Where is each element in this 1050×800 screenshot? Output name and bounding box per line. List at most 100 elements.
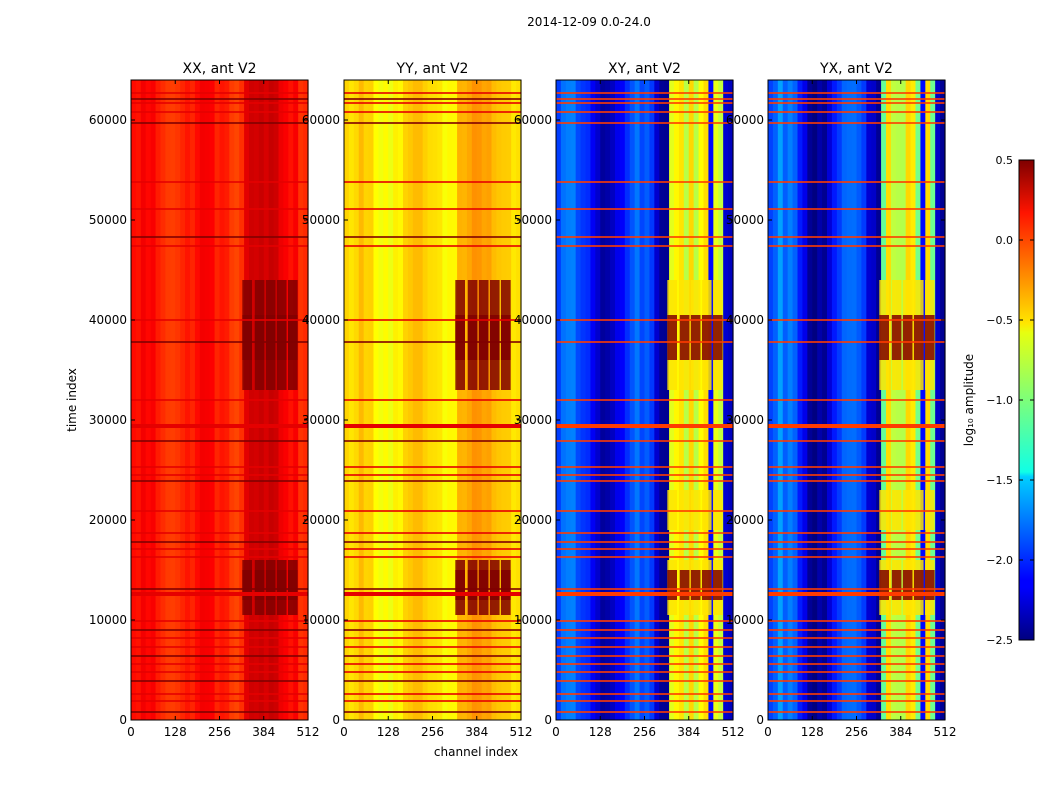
flag-stripe xyxy=(131,236,308,238)
flag-stripe xyxy=(768,245,945,247)
flag-stripe xyxy=(344,693,521,695)
colorbar-ticks: 0.5 0.0 −0.5 −1.0 −1.5 −2.0 −2.5 xyxy=(986,154,1034,647)
flag-stripe xyxy=(344,341,521,343)
flag-stripe xyxy=(768,663,945,665)
flag-stripe xyxy=(131,111,308,113)
y-tick-label: 40000 xyxy=(514,313,552,327)
flag-stripe xyxy=(344,592,521,596)
flag-stripe xyxy=(344,181,521,183)
y-tick-label: 10000 xyxy=(89,613,127,627)
flag-stripe xyxy=(556,663,733,665)
flag-stripe xyxy=(768,474,945,476)
flag-stripe xyxy=(131,102,308,104)
y-tick-label: 10000 xyxy=(302,613,340,627)
hot-block xyxy=(265,570,276,600)
hot-block xyxy=(690,490,701,530)
y-tick-label: 0 xyxy=(756,713,764,727)
y-tick-label: 60000 xyxy=(514,113,552,127)
hot-block xyxy=(455,570,465,600)
hot-block xyxy=(467,570,478,600)
y-tick-label: 60000 xyxy=(302,113,340,127)
flag-stripe xyxy=(556,480,733,482)
flag-stripe xyxy=(131,588,308,590)
y-tick-label: 50000 xyxy=(302,213,340,227)
colorbar-tick-label: −1.0 xyxy=(986,394,1013,407)
x-tick-label: 128 xyxy=(801,725,824,739)
flag-stripe xyxy=(556,98,733,100)
flag-stripe xyxy=(556,532,733,534)
flag-stripe xyxy=(131,592,308,596)
hot-block xyxy=(902,490,913,530)
flag-stripe xyxy=(344,637,521,639)
flag-stripe xyxy=(131,700,308,702)
flag-stripe xyxy=(131,541,308,543)
flag-stripe xyxy=(768,680,945,682)
flag-stripe xyxy=(131,208,308,210)
flag-stripe xyxy=(344,655,521,657)
hot-block xyxy=(891,570,902,600)
flag-stripe xyxy=(556,245,733,247)
flag-stripe xyxy=(344,541,521,543)
flag-stripe xyxy=(131,711,308,713)
hot-block xyxy=(913,570,924,600)
x-tick-label: 128 xyxy=(589,725,612,739)
flag-stripe xyxy=(344,466,521,468)
flag-stripe xyxy=(344,510,521,512)
y-tick-label: 10000 xyxy=(514,613,552,627)
flag-stripe xyxy=(556,629,733,631)
flag-stripe xyxy=(768,700,945,702)
flag-stripe xyxy=(768,693,945,695)
x-tick-label: 384 xyxy=(677,725,700,739)
hot-block xyxy=(924,490,935,530)
x-tick-label: 0 xyxy=(127,725,135,739)
flag-stripe xyxy=(344,680,521,682)
colorbar-tick-label: −0.5 xyxy=(986,314,1013,327)
hot-block xyxy=(667,490,677,530)
x-tick-label: 0 xyxy=(552,725,560,739)
panel-4: YX, ant V2 0 128 256 384 512 0 10000 20000 30000 4… xyxy=(726,61,957,739)
panel-1: XX, ant V2 0 128 256 384 512 0 10000 20000 30000 4… xyxy=(89,61,320,739)
flag-stripe xyxy=(344,711,521,713)
flag-stripe xyxy=(556,102,733,104)
hot-block xyxy=(690,315,701,360)
flag-stripe xyxy=(131,671,308,673)
hot-block xyxy=(500,570,511,600)
x-tick-label: 384 xyxy=(252,725,275,739)
flag-stripe xyxy=(768,588,945,590)
flag-stripe xyxy=(556,181,733,183)
flag-stripe xyxy=(344,532,521,534)
flag-stripe xyxy=(768,671,945,673)
hot-block xyxy=(489,315,500,360)
x-tick-label: 0 xyxy=(764,725,772,739)
heatmap-panels: XX, ant V2 0 128 256 384 512 0 10000 20000 30000 4… xyxy=(89,61,957,739)
panel-2: YY, ant V2 0 128 256 384 512 0 10000 20000 30000 4… xyxy=(302,61,533,739)
x-tick-label: 0 xyxy=(340,725,348,739)
hot-block xyxy=(924,570,935,600)
flag-stripe xyxy=(556,655,733,657)
y-tick-label: 30000 xyxy=(726,413,764,427)
colorbar-tick-label: −2.5 xyxy=(986,634,1013,647)
flag-stripe xyxy=(344,646,521,648)
hot-block xyxy=(667,315,677,360)
flag-stripe xyxy=(131,98,308,100)
y-tick-label: 40000 xyxy=(89,313,127,327)
flag-stripe xyxy=(131,122,308,124)
x-tick-label: 512 xyxy=(934,725,957,739)
flag-stripe xyxy=(556,341,733,343)
flag-stripe xyxy=(556,440,733,442)
flag-stripe xyxy=(556,319,733,321)
flag-stripe xyxy=(556,399,733,401)
y-tick-label: 40000 xyxy=(302,313,340,327)
flag-stripe xyxy=(556,510,733,512)
y-tick-label: 10000 xyxy=(726,613,764,627)
flag-stripe xyxy=(556,556,733,558)
hot-block xyxy=(701,570,712,600)
flag-stripe xyxy=(344,671,521,673)
y-tick-label: 30000 xyxy=(89,413,127,427)
flag-stripe xyxy=(344,474,521,476)
flag-stripe xyxy=(556,693,733,695)
flag-stripe xyxy=(131,680,308,682)
hot-block xyxy=(500,315,511,360)
hot-block xyxy=(701,315,712,360)
